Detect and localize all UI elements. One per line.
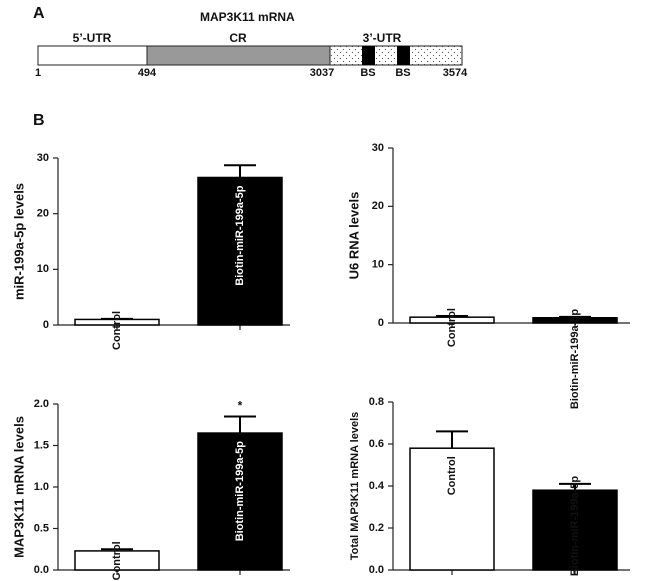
bar [197,176,283,326]
category-label: Biotin-miR-199a-5p [234,185,246,286]
y-axis-label: MAP3K11 mRNA levels [11,416,26,558]
position-label: 3574 [443,67,468,79]
site-label: BS [395,67,410,79]
category-label: Biotin-miR-199a-5p [234,441,246,542]
y-axis-label: U6 RNA levels [346,192,361,280]
y-tick-label: 0.8 [369,396,384,408]
y-tick-label: 20 [37,208,49,220]
position-label: 494 [138,67,157,79]
category-label: Control [446,456,458,495]
utr5-region [37,45,148,66]
bar [409,447,495,571]
panel-label: B [33,112,45,129]
y-tick-label: 0.5 [34,522,49,534]
category-label: Control [446,308,458,347]
category-label: Control [111,311,123,350]
position-label: 1 [35,67,41,79]
position-label: 3037 [310,67,334,79]
category-label: Control [111,541,123,580]
diagram-title: MAP3K11 mRNA [200,10,295,24]
y-tick-label: 30 [37,152,49,164]
y-tick-label: 0.0 [369,564,384,576]
panel-label: A [33,5,45,22]
region-label: 5’-UTR [73,31,112,45]
region-label: CR [229,31,247,45]
bar [197,432,283,571]
y-tick-label: 20 [372,200,384,212]
y-tick-label: 0.4 [369,480,385,492]
bar [74,550,160,571]
category-label: Biotin-miR-199a-5p [569,476,581,577]
y-tick-label: 0.2 [369,522,384,534]
y-tick-label: 0 [43,319,49,331]
y-tick-label: 0.6 [369,438,384,450]
y-tick-label: 0.0 [34,564,49,576]
annotation: * [238,399,243,413]
y-axis-label: Total MAP3K11 mRNA levels [349,412,361,561]
y-tick-label: 2.0 [34,398,49,410]
y-tick-label: 1.0 [34,481,49,493]
category-label: Biotin-miR-199a-5p [569,309,581,410]
y-tick-label: 0 [378,317,384,329]
bar [409,316,495,324]
utr3-region [329,45,463,66]
cr-region [146,45,331,66]
y-tick-label: 10 [372,259,384,271]
y-tick-label: 1.5 [34,439,49,451]
y-tick-label: 30 [372,142,384,154]
bar [532,317,618,324]
y-axis-label: miR-199a-5p levels [11,183,26,300]
binding-site [362,46,375,65]
y-tick-label: 10 [37,263,49,275]
bar [532,489,618,571]
site-label: BS [360,67,375,79]
bar [74,318,160,326]
binding-site [397,46,410,65]
region-label: 3’-UTR [363,31,402,45]
